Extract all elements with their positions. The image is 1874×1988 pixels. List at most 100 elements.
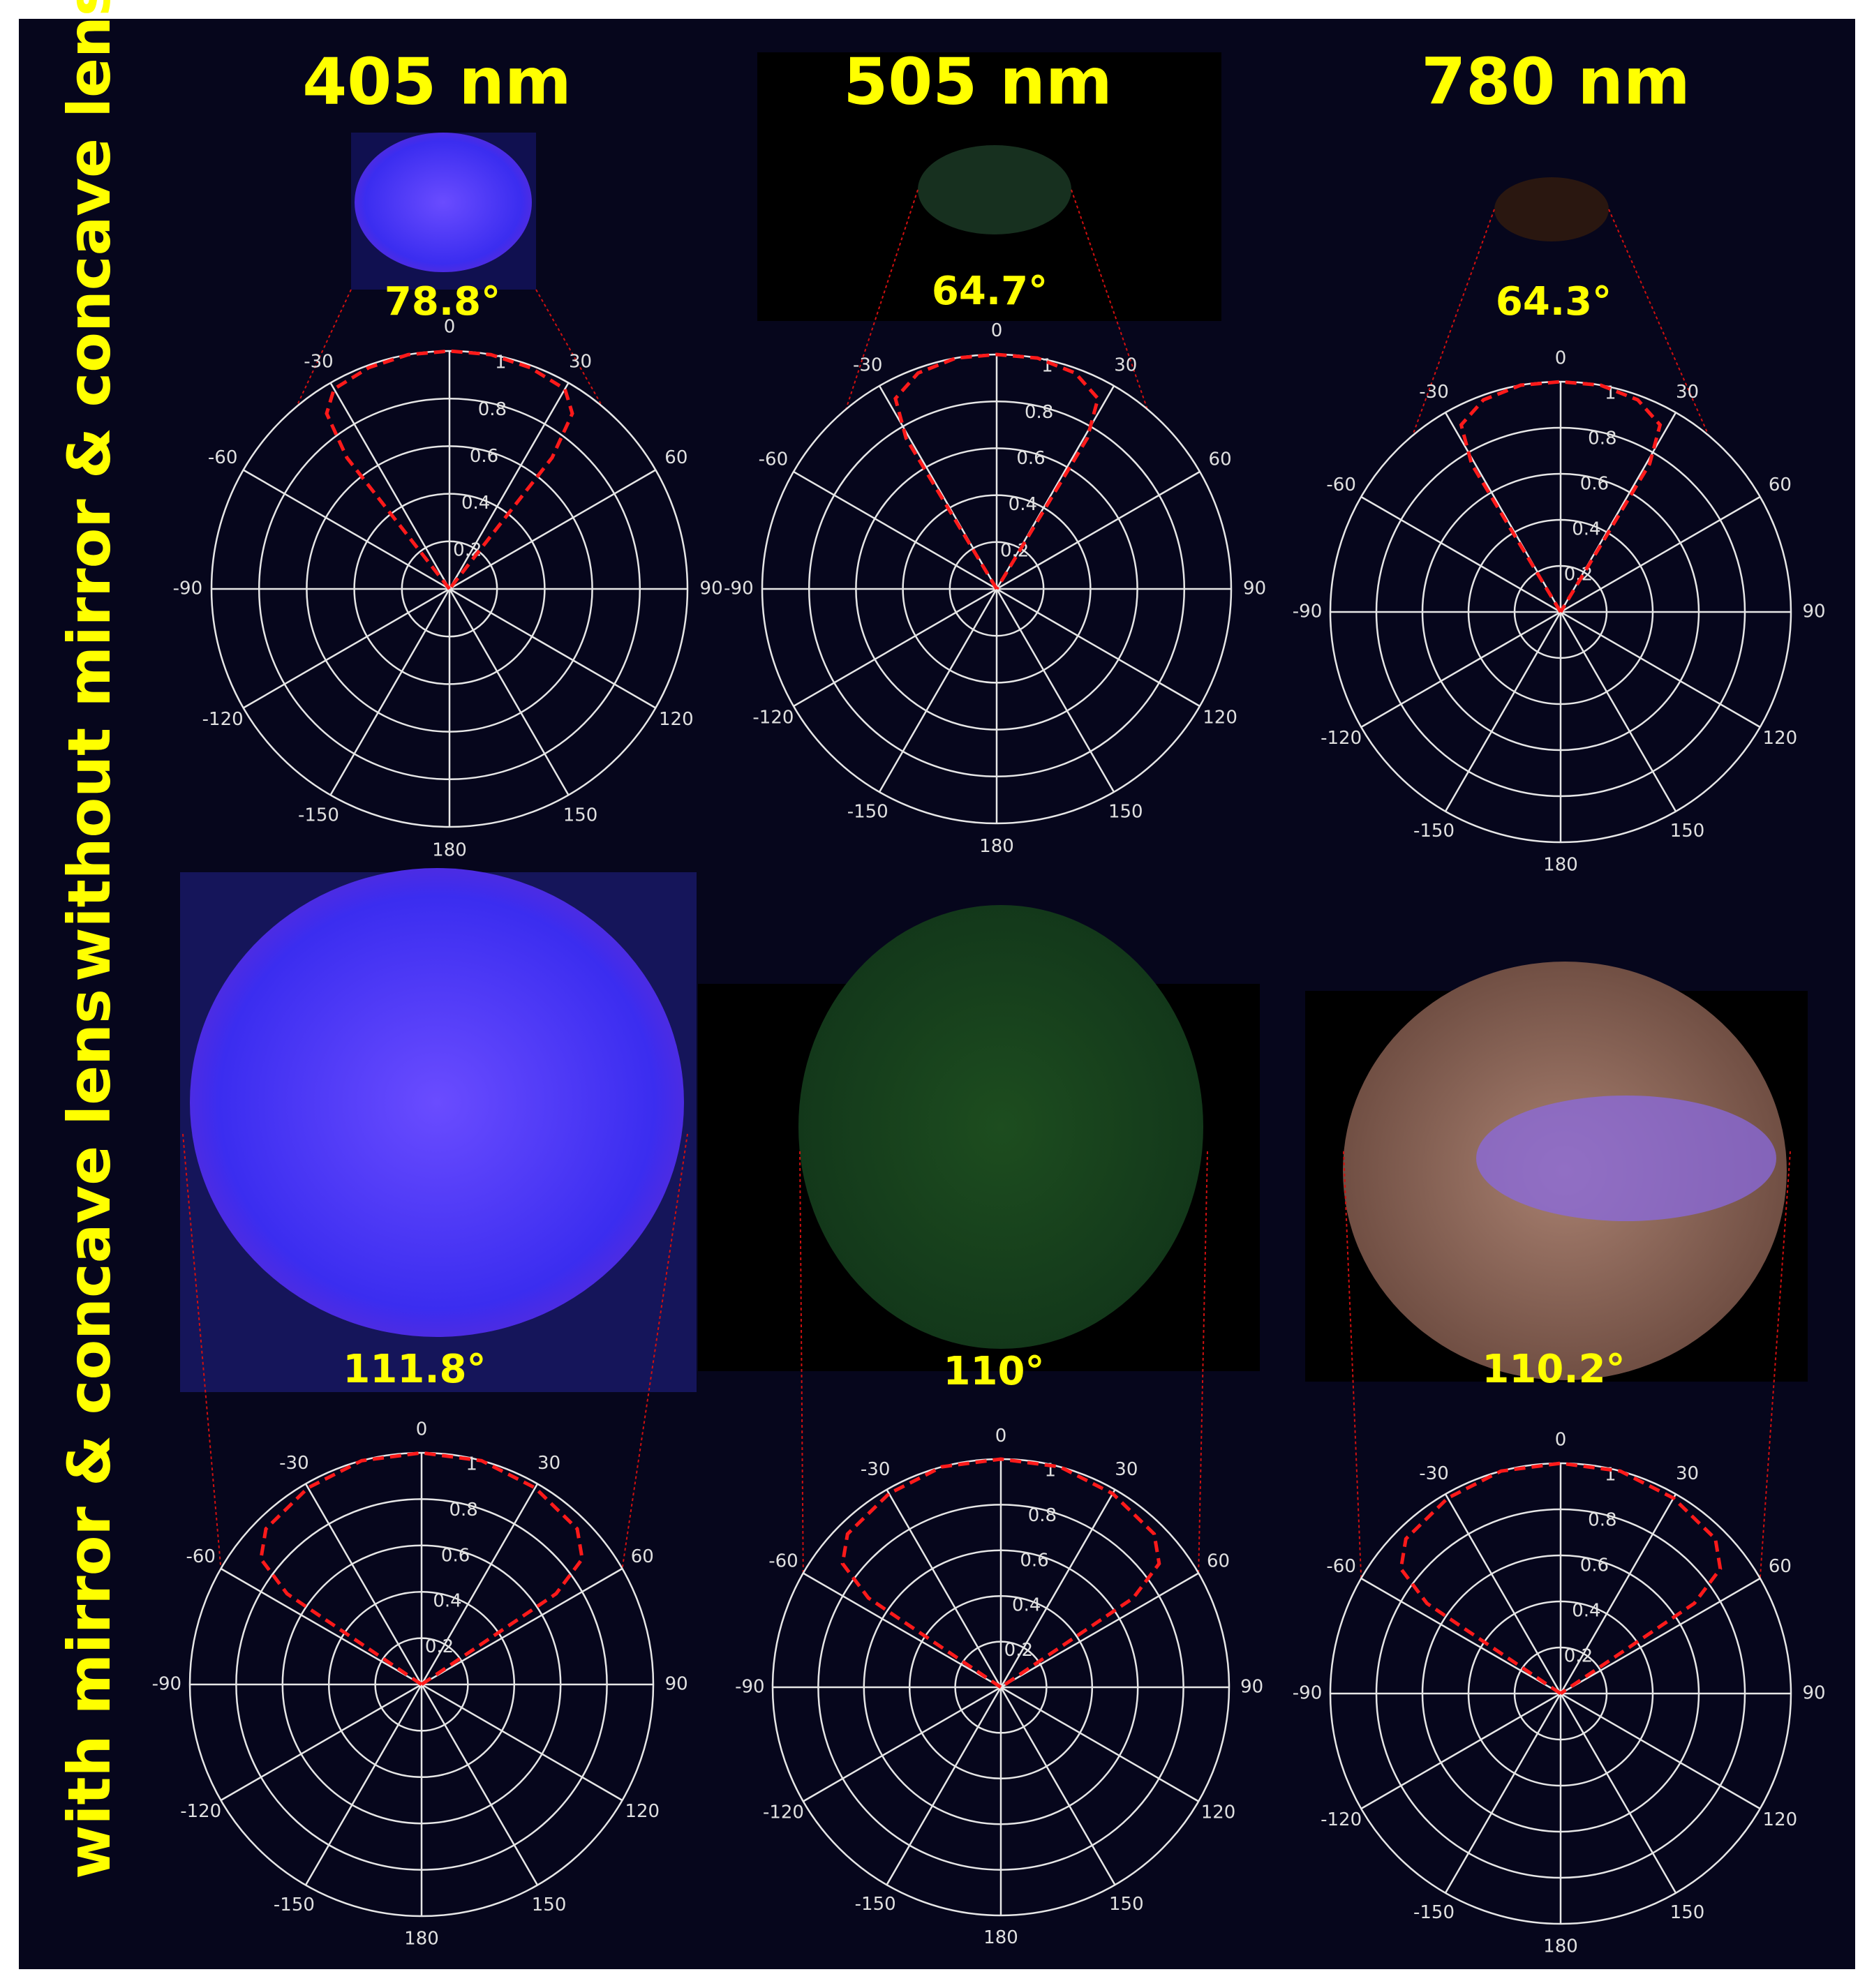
theta-tick-label: 30 xyxy=(1114,354,1137,375)
theta-tick-label: 60 xyxy=(664,447,687,468)
theta-tick-label: 0 xyxy=(1555,348,1567,369)
guide-line xyxy=(1759,1151,1791,1579)
r-tick-label: 0.4 xyxy=(1572,519,1600,540)
beam-curve xyxy=(1399,1461,1723,1696)
grid-spoke xyxy=(1360,495,1561,613)
angle-annotation: 111.8° xyxy=(343,1347,486,1392)
grid-spoke xyxy=(1560,1692,1761,1810)
theta-tick-label: -30 xyxy=(1419,1463,1448,1484)
theta-tick-label: -30 xyxy=(853,354,882,375)
grid-spoke xyxy=(220,1567,422,1686)
column-title: 405 nm xyxy=(302,44,571,119)
grid-spoke xyxy=(1000,1686,1199,1802)
theta-tick-label: 90 xyxy=(665,1674,688,1695)
theta-tick-label: 120 xyxy=(1203,707,1237,728)
theta-tick-label: -150 xyxy=(1413,1902,1455,1923)
photo xyxy=(190,868,684,1337)
guide-line xyxy=(845,189,919,410)
theta-tick-label: 0 xyxy=(991,320,1003,341)
guide-line xyxy=(535,289,604,408)
theta-tick-label: 90 xyxy=(1802,1683,1825,1704)
grid-spoke xyxy=(1559,611,1677,812)
theta-tick-label: 150 xyxy=(1109,1894,1144,1915)
theta-tick-label: -150 xyxy=(847,802,888,823)
r-tick-label: 0.4 xyxy=(433,1591,461,1612)
r-tick-label: 0.2 xyxy=(453,539,482,560)
theta-tick-label: 180 xyxy=(404,1929,439,1950)
grid-spoke xyxy=(329,382,451,590)
photo xyxy=(918,145,1071,234)
theta-tick-label: 90 xyxy=(1802,601,1825,622)
grid-spoke xyxy=(1444,1693,1562,1894)
theta-tick-label: -60 xyxy=(1326,1556,1355,1577)
guide-line xyxy=(295,289,352,408)
theta-tick-label: 0 xyxy=(416,1419,428,1440)
theta-tick-label: 90 xyxy=(1243,578,1266,599)
grid-spoke xyxy=(243,588,450,709)
theta-tick-label: -90 xyxy=(1293,601,1322,622)
angle-annotation: 110° xyxy=(944,1349,1045,1394)
theta-tick-label: -90 xyxy=(1293,1683,1322,1704)
theta-tick-label: -120 xyxy=(763,1802,804,1823)
theta-tick-label: 180 xyxy=(983,1927,1018,1948)
theta-tick-label: 120 xyxy=(659,709,694,730)
theta-tick-label: -90 xyxy=(173,578,202,599)
grid-spoke xyxy=(999,1687,1116,1885)
theta-tick-label: 0 xyxy=(1555,1430,1567,1451)
theta-tick-label: 0 xyxy=(444,316,456,337)
row-title: without mirror & concave lens xyxy=(55,0,124,982)
beam-curve xyxy=(1459,380,1663,613)
guide-line xyxy=(1343,1151,1362,1579)
grid-spoke xyxy=(448,382,570,590)
r-tick-label: 0.2 xyxy=(425,1636,454,1657)
r-tick-label: 0.8 xyxy=(1588,1510,1616,1531)
grid-spoke xyxy=(304,1684,423,1886)
grid-spoke xyxy=(449,469,656,590)
grid-spoke xyxy=(996,470,1200,590)
theta-tick-label: 60 xyxy=(1207,1551,1230,1572)
theta-tick-label: 150 xyxy=(563,805,598,825)
theta-tick-label: 30 xyxy=(1676,382,1699,403)
column-title: 780 nm xyxy=(1421,44,1690,119)
grid-spoke xyxy=(995,385,1115,590)
guide-line xyxy=(182,1133,222,1569)
theta-tick-label: 30 xyxy=(1676,1463,1699,1484)
r-tick-label: 0.8 xyxy=(1588,428,1616,449)
photo xyxy=(1494,177,1609,241)
row-title: with mirror & concave lens xyxy=(55,989,124,1879)
theta-tick-label: 120 xyxy=(625,1801,660,1822)
r-tick-label: 0.6 xyxy=(1020,1550,1048,1571)
theta-tick-label: -120 xyxy=(1321,728,1362,749)
grid-spoke xyxy=(793,588,997,708)
r-tick-label: 0.6 xyxy=(1016,448,1045,469)
theta-tick-label: 120 xyxy=(1201,1802,1236,1823)
grid-spoke xyxy=(793,470,997,590)
r-tick-label: 1 xyxy=(1605,1465,1616,1486)
photo xyxy=(798,905,1203,1349)
r-tick-label: 0.2 xyxy=(1564,1646,1593,1667)
grid-spoke xyxy=(886,1489,1002,1688)
theta-tick-label: -60 xyxy=(768,1551,798,1572)
theta-tick-label: 150 xyxy=(1670,1902,1705,1923)
theta-tick-label: 60 xyxy=(631,1546,654,1567)
theta-tick-label: -60 xyxy=(1326,474,1355,495)
r-tick-label: 0.4 xyxy=(1572,1601,1600,1622)
grid-spoke xyxy=(420,1483,539,1685)
theta-tick-label: -150 xyxy=(855,1894,896,1915)
photo xyxy=(355,133,532,272)
theta-tick-label: -60 xyxy=(186,1546,215,1567)
theta-tick-label: 180 xyxy=(1543,855,1578,876)
r-tick-label: 0.8 xyxy=(1025,402,1053,423)
theta-tick-label: 180 xyxy=(432,840,467,861)
theta-tick-label: 30 xyxy=(537,1453,560,1474)
grid-spoke xyxy=(878,588,998,793)
guide-line xyxy=(621,1133,688,1569)
theta-tick-label: 60 xyxy=(1209,449,1232,470)
photo-overlay xyxy=(1476,1096,1776,1221)
theta-tick-label: 30 xyxy=(569,352,592,373)
grid-spoke xyxy=(421,1683,623,1802)
angle-annotation: 78.8° xyxy=(385,279,500,324)
grid-spoke xyxy=(1444,1493,1562,1694)
grid-spoke xyxy=(420,1684,539,1886)
grid-spoke xyxy=(1360,1692,1561,1810)
